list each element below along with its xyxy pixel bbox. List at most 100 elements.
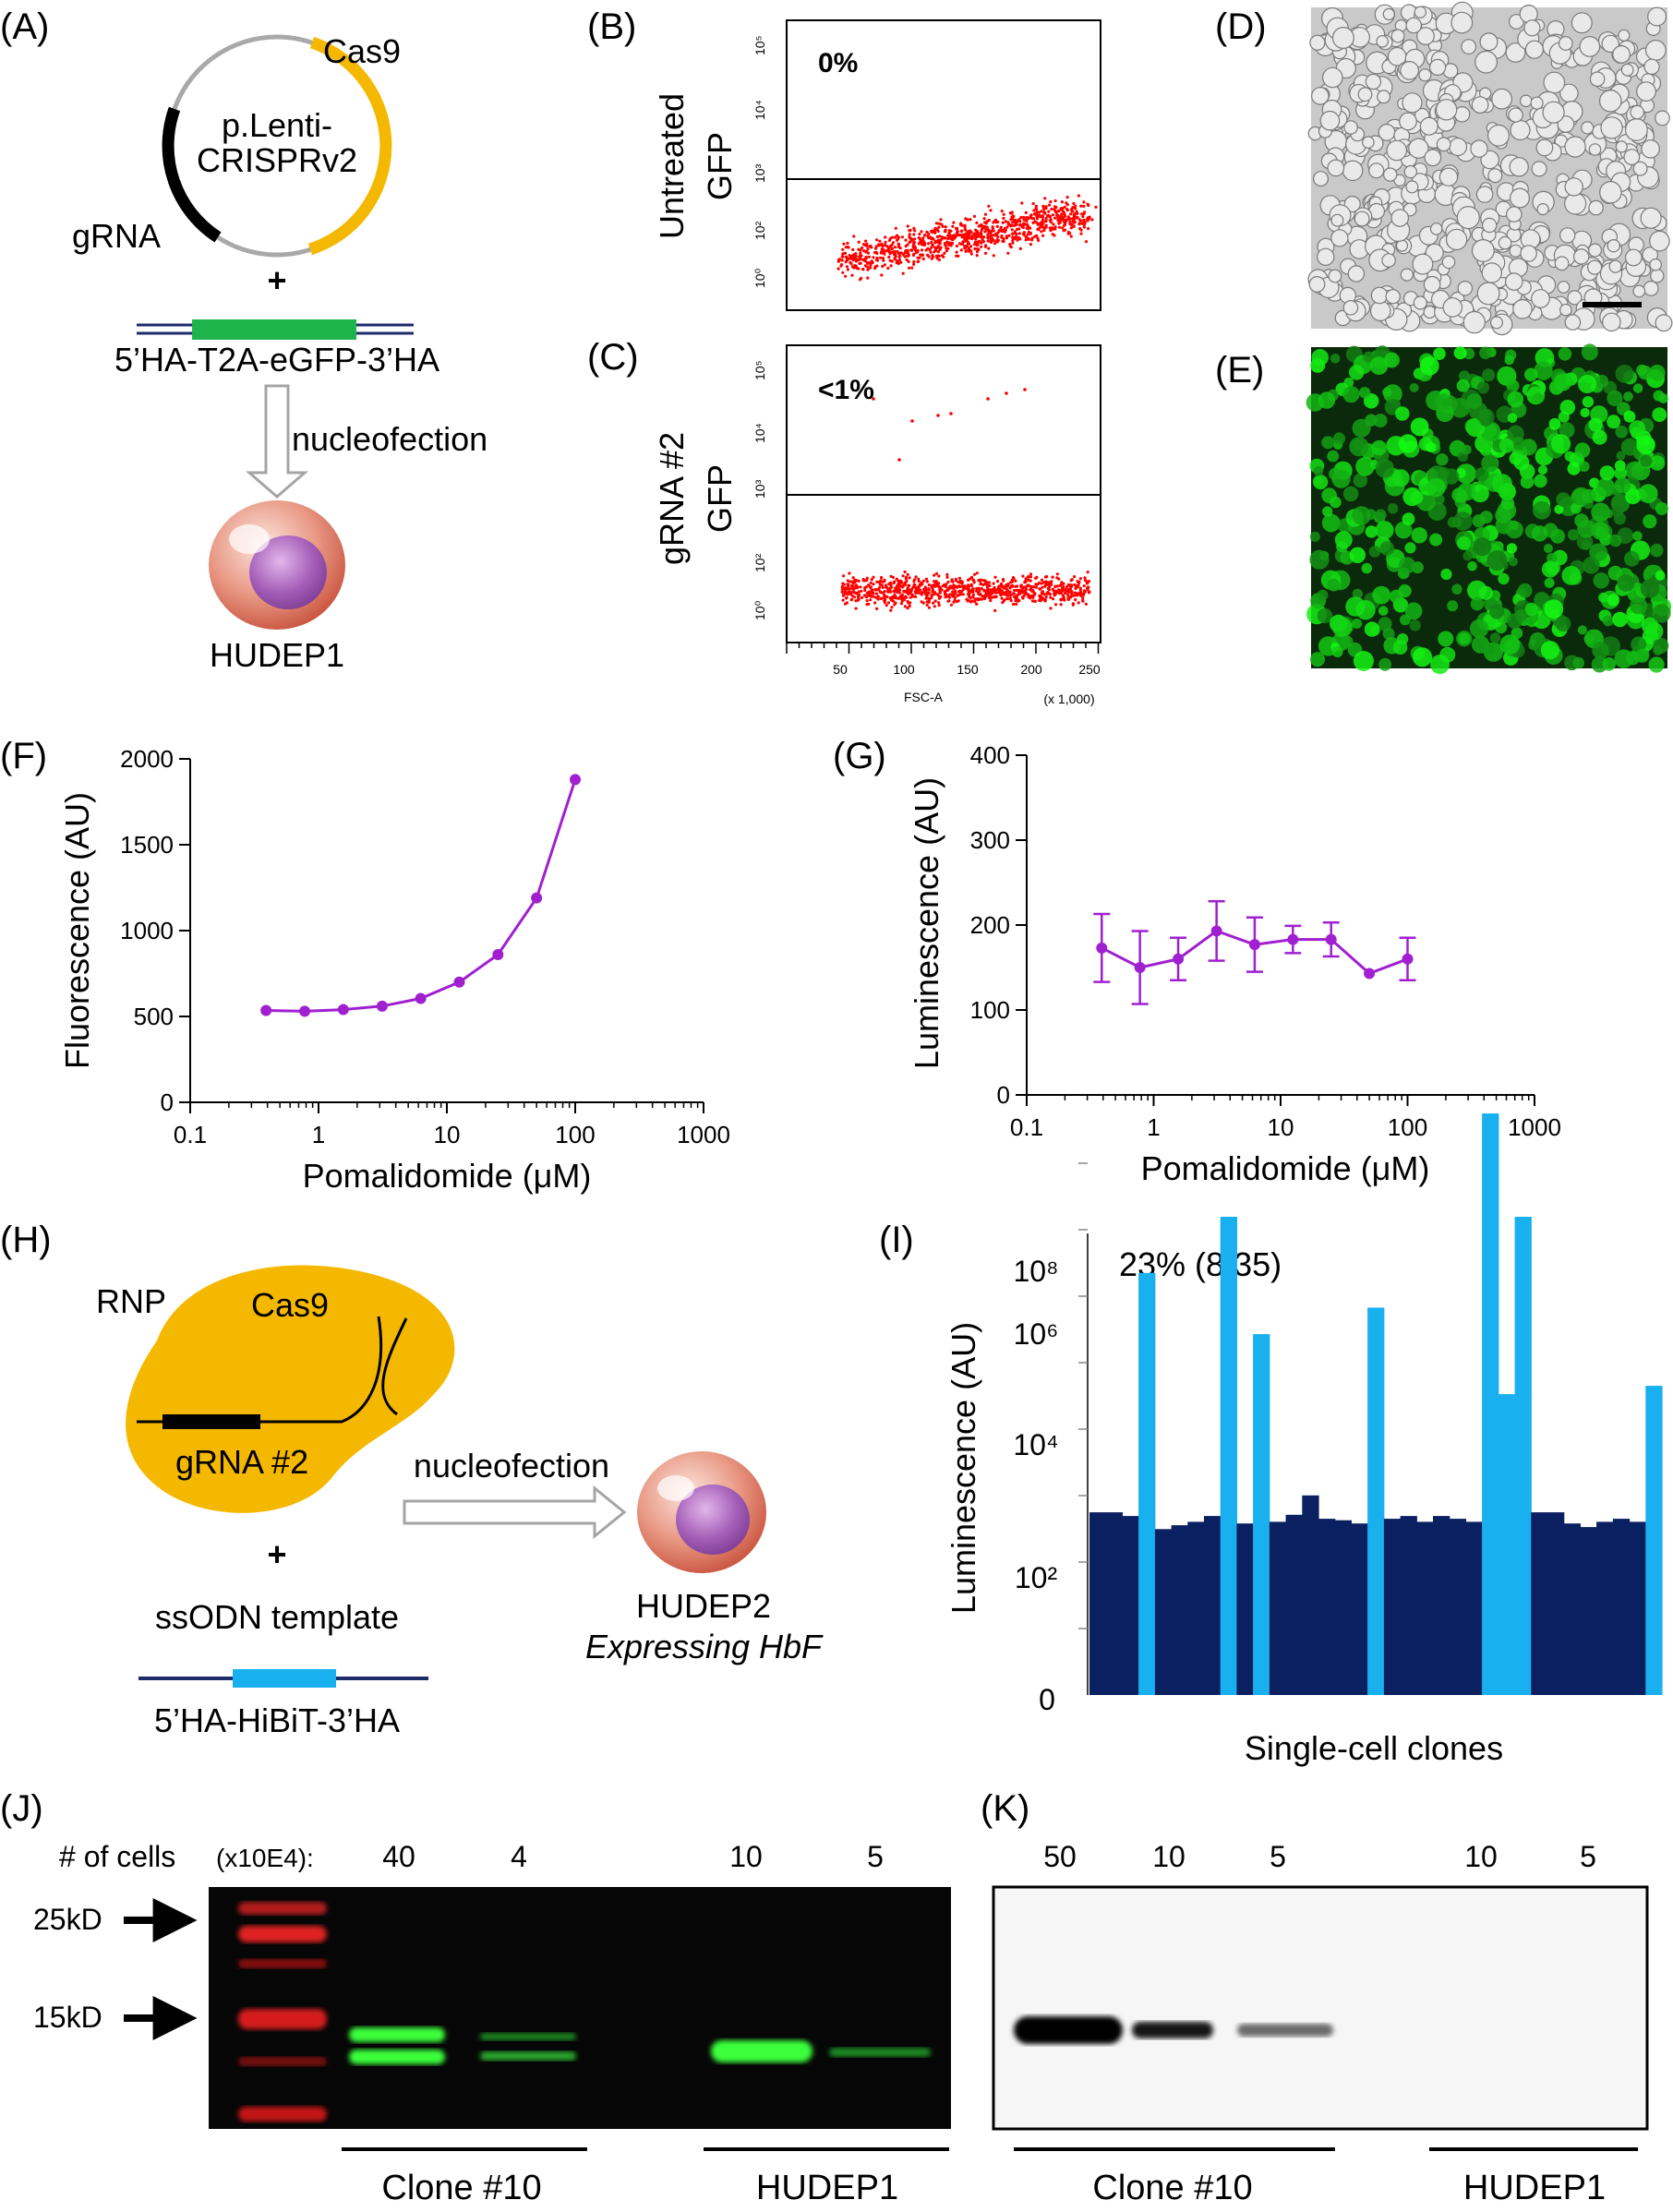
flow-c-event: [853, 586, 857, 590]
chart-g-xtick-label: 0.1: [1010, 1113, 1043, 1141]
fluorescent-cell: [1327, 578, 1340, 592]
flow-b-event: [969, 218, 972, 222]
flow-c-event: [1059, 598, 1063, 602]
flow-c-xunit: (x 1,000): [1043, 691, 1094, 706]
brightfield-cell: [1557, 115, 1575, 133]
flow-c-event: [946, 586, 950, 591]
panel-label-f: (F): [0, 736, 47, 776]
ladder-band-6: [238, 2107, 327, 2122]
brightfield-cell: [1542, 101, 1565, 124]
flow-b-event: [986, 233, 990, 236]
flow-c-event: [994, 595, 998, 598]
flow-b-event: [1023, 222, 1028, 226]
flow-b-event: [859, 251, 862, 255]
flow-b-event: [1053, 208, 1056, 211]
chart-i-bar: [1449, 1519, 1466, 1695]
brightfield-cell: [1567, 290, 1583, 306]
flow-b-event: [1056, 216, 1060, 220]
brightfield-cell: [1586, 259, 1603, 275]
flow-b-event: [883, 263, 887, 267]
flow-c-event: [1078, 586, 1082, 590]
fluorescent-cell: [1598, 592, 1608, 603]
fluorescent-cell: [1453, 346, 1467, 360]
brightfield-cell: [1330, 229, 1349, 247]
flow-c-event: [1031, 595, 1035, 599]
flow-b-event: [920, 248, 924, 252]
flow-b-event: [1003, 226, 1006, 231]
flow-c-event: [1070, 578, 1074, 582]
flow-b-event: [952, 235, 956, 239]
flow-c-event: [1072, 594, 1076, 597]
fluorescent-cell: [1409, 619, 1421, 631]
flow-c-event: [1026, 583, 1029, 588]
flow-b-event: [1009, 246, 1013, 249]
brightfield-cell: [1441, 255, 1456, 270]
flow-b-event: [866, 276, 870, 280]
flow-c-xlabel: FSC-A: [904, 690, 944, 704]
flow-b-event: [920, 230, 923, 234]
flow-c-event: [869, 598, 873, 602]
flow-b-event: [881, 247, 885, 251]
flow-b-event: [1069, 226, 1073, 230]
fluorescent-cell: [1317, 607, 1333, 624]
brightfield-cell: [1408, 138, 1429, 159]
flow-c-event: [845, 596, 849, 600]
flow-c-event: [946, 580, 950, 584]
fluorescent-cell: [1652, 407, 1667, 423]
flow-c-event: [993, 590, 996, 594]
fluorescent-cell: [1636, 435, 1655, 455]
brightfield-cell: [1599, 90, 1622, 113]
brightfield-cell: [1649, 230, 1670, 252]
flow-b-event: [933, 227, 937, 231]
count-k-2: 10: [1152, 1840, 1186, 1873]
flow-b-event: [1011, 232, 1015, 235]
brightfield-cell: [1377, 90, 1391, 104]
flow-b-event: [937, 222, 941, 225]
flow-c-event: [855, 586, 860, 590]
chart-i-bar: [1204, 1516, 1222, 1695]
brightfield-cell: [1589, 71, 1606, 87]
brightfield-cell: [1342, 160, 1364, 182]
flow-b-event: [931, 254, 934, 258]
flow-b-event: [962, 234, 966, 237]
chart-i-bar-positive: [1367, 1307, 1385, 1695]
flow-b-event: [1066, 232, 1070, 235]
ladder-band-5: [238, 2057, 327, 2066]
flow-b-event: [966, 218, 969, 222]
brightfield-cell: [1572, 248, 1590, 265]
flow-b-event: [972, 214, 977, 218]
flow-c-event: [995, 580, 1000, 583]
fluorescent-cell: [1655, 571, 1666, 581]
flow-b-event: [969, 248, 972, 253]
flow-c-event: [863, 588, 867, 593]
fluorescent-cell: [1640, 579, 1660, 598]
count-j-4: 5: [867, 1840, 884, 1873]
flow-c-event: [1051, 575, 1054, 579]
fluorescent-cell: [1349, 365, 1365, 380]
flow-b-event: [932, 237, 935, 241]
fluorescent-cell: [1391, 469, 1410, 487]
flow-b-event: [1038, 210, 1041, 214]
flow-b-event: [1018, 246, 1022, 250]
brightfield-cell: [1480, 150, 1499, 170]
brightfield-cell: [1390, 29, 1405, 43]
flow-b-event: [1034, 206, 1038, 210]
flow-b-event: [908, 266, 911, 270]
flow-c-event: [1077, 601, 1080, 605]
brightfield-cell: [1347, 265, 1366, 283]
brightfield-cell: [1655, 110, 1670, 126]
flow-b-event: [960, 229, 964, 233]
flow-b-event: [1009, 224, 1013, 228]
fluorescent-cell: [1470, 597, 1485, 611]
flow-c-event: [879, 596, 883, 601]
brightfield-cell: [1424, 149, 1442, 167]
flow-b-event: [939, 218, 943, 222]
chart-f-xtick-label: 0.1: [174, 1121, 207, 1148]
panel-c: (C) gRNA #2 GFP <1% 10⁰ 10² 10³ 10⁴ 10⁵ …: [587, 337, 1101, 706]
brightfield-cell: [1505, 42, 1526, 63]
fluorescent-cell: [1517, 583, 1533, 598]
fluorescent-cell: [1632, 383, 1643, 393]
flow-b-event: [995, 224, 999, 228]
flow-b-event: [1049, 229, 1053, 233]
flow-b-event: [904, 238, 908, 242]
